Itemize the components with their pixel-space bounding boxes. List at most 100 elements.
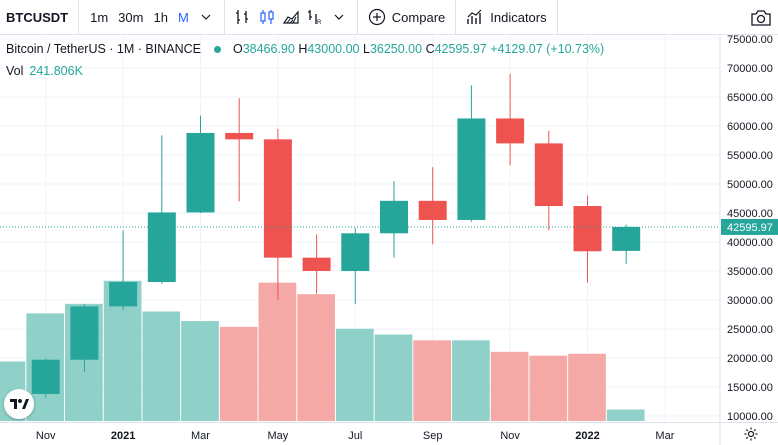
range-bars-icon[interactable]: R [303,0,327,35]
low-value: 36250.00 [369,42,423,56]
price-tick-label: 55000.00 [727,150,773,162]
price-axis[interactable]: 10000.00 15000.00 20000.00 25000.00 30000.00… [719,35,773,445]
time-tick-label: Mar [655,430,674,442]
volume-legend: Vol 241.806K [6,64,83,78]
time-tick-label: Nov [500,430,520,442]
time-tick-label: 2022 [575,430,599,442]
chevron-down-icon[interactable] [327,0,351,35]
candle-body [534,143,563,207]
indicators-icon [467,9,482,24]
candle-body [496,118,525,144]
volume-bar [142,311,181,421]
bars-icon[interactable] [231,0,255,35]
candle-body [573,206,602,252]
snapshot-button[interactable] [750,0,772,35]
tradingview-logo[interactable] [4,389,34,419]
chart-settings-button[interactable] [744,427,758,445]
price-tick-label: 70000.00 [727,63,773,75]
price-tick-label: 40000.00 [727,237,773,249]
last-price-label: 42595.97 [727,222,773,234]
time-tick-label: Mar [191,430,210,442]
price-chart[interactable]: 42595.97 10000.00 15000.00 20000.00 25000.0… [0,35,778,445]
time-axis[interactable]: Nov 2021 Mar May Jul Sep Nov 2022 Mar [0,422,778,443]
price-tick-label: 45000.00 [727,208,773,220]
candle-body [31,359,60,394]
time-tick-label: May [268,430,289,442]
close-key: C [425,42,435,56]
candle-body [418,200,447,220]
camera-icon [751,9,771,26]
interval-1h[interactable]: 1h [153,9,168,25]
volume-value: 241.806K [29,64,83,78]
last-price-line: 42595.97 [0,218,778,235]
candle-body [380,200,408,234]
market-status-dot [213,45,221,53]
price-tick-label: 60000.00 [727,121,773,133]
volume-bar [335,328,374,421]
ohlc-values: O38466.90 H43000.00 L36250.00 C42595.97 … [233,42,604,56]
price-tick-label: 20000.00 [727,353,773,365]
area-icon[interactable] [279,0,303,35]
high-value: 43000.00 [307,42,360,56]
candles [31,73,641,398]
volume-bar [606,409,645,421]
price-tick-label: 35000.00 [727,266,773,278]
price-tick-label: 15000.00 [727,382,773,394]
price-tick-label: 10000.00 [727,411,773,423]
open-value: 38466.90 [242,42,295,56]
price-tick-label: 30000.00 [727,295,773,307]
chart-type-group: R [225,0,358,35]
indicators-button[interactable]: Indicators [456,0,558,35]
candle-body [612,226,641,251]
price-tick-label: 25000.00 [727,324,773,336]
interval-group: 1m 30m 1h M [79,0,225,35]
plus-circle-icon [368,8,385,26]
interval-1m[interactable]: 1m [90,9,109,25]
tv-logo-icon [10,399,29,409]
interval-30m[interactable]: 30m [118,9,144,25]
volume-bar [297,294,335,421]
volume-bar [452,340,490,421]
volume-bar [374,334,413,421]
volume-bar [413,340,452,421]
svg-text:R: R [317,20,322,26]
time-tick-label: 2021 [111,430,135,442]
volume-bar [219,326,258,421]
candle-body [457,118,486,220]
candle-body [341,233,370,271]
chevron-down-icon[interactable] [194,0,218,35]
candle-body [302,257,331,271]
time-tick-label: Nov [36,430,56,442]
symbol-search-button[interactable]: BTCUSDT [0,0,80,35]
series-title: Bitcoin / TetherUS · 1M · BINANCE [6,42,201,56]
interval-1M[interactable]: M [177,9,189,25]
price-tick-label: 50000.00 [727,179,773,191]
candle-body [186,132,215,213]
indicators-label: Indicators [490,9,547,25]
candles-icon[interactable] [255,0,279,35]
price-tick-label: 75000.00 [727,35,773,46]
open-key: O [232,42,243,56]
volume-bar [258,282,297,421]
price-tick-label: 65000.00 [727,92,773,104]
volume-bar [181,321,219,421]
change-value: +4129.07 (+10.73%) [490,42,605,56]
candle-body [263,139,292,258]
volume-bar [568,353,606,421]
gear-icon [744,427,758,441]
series-legend: Bitcoin / TetherUS · 1M · BINANCE O38466… [6,42,604,56]
compare-label: Compare [391,9,446,25]
top-toolbar: BTCUSDT 1m 30m 1h M R Compare Indicators [0,0,778,35]
high-key: H [298,42,308,56]
candle-body [147,212,176,283]
volume-key: Vol [6,64,24,78]
time-tick-label: Jul [348,430,362,442]
candle-body [70,306,99,360]
compare-button[interactable]: Compare [358,0,457,35]
low-key: L [362,42,370,56]
close-value: 42595.97 [434,42,487,56]
volume-bar [490,351,529,421]
time-tick-label: Sep [423,430,443,442]
candle-body [109,282,138,307]
volume-bar [529,355,568,421]
